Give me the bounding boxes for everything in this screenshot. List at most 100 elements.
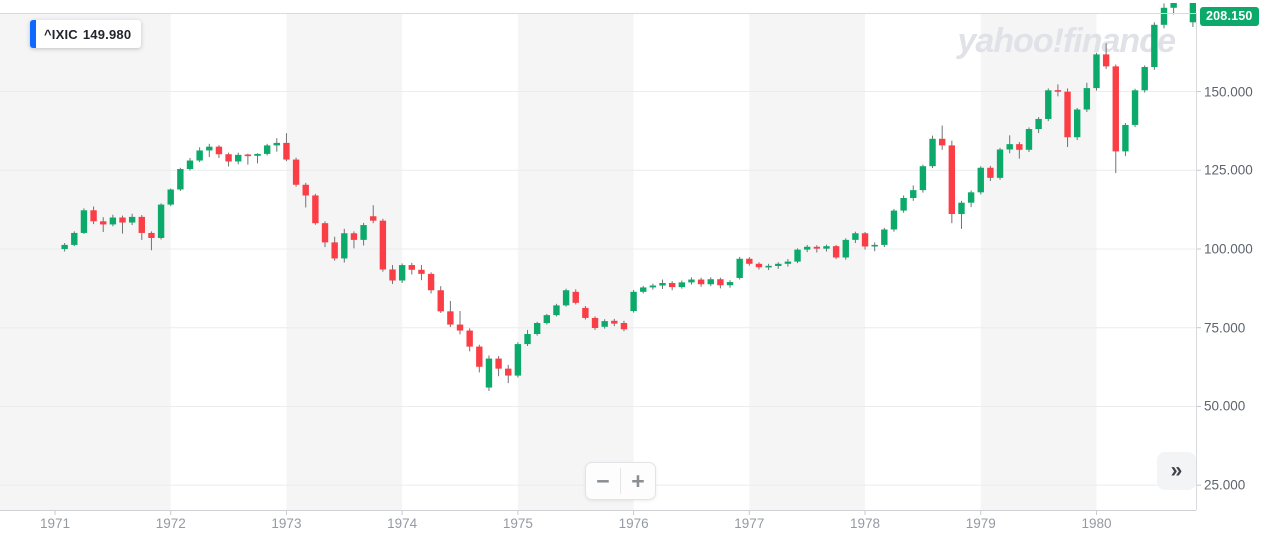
candle[interactable]	[929, 135, 936, 169]
candle[interactable]	[591, 316, 599, 330]
candle[interactable]	[283, 133, 290, 162]
candle[interactable]	[148, 231, 155, 251]
candle[interactable]	[128, 213, 136, 226]
zoom-in-button[interactable]: +	[631, 467, 645, 494]
candle[interactable]	[746, 257, 753, 266]
zoom-out-button[interactable]: −	[596, 467, 610, 494]
candle[interactable]	[177, 167, 184, 192]
candle[interactable]	[659, 279, 666, 289]
candles-layer[interactable]	[61, 0, 1196, 392]
candle[interactable]	[514, 342, 522, 378]
candle[interactable]	[1151, 22, 1158, 70]
candle[interactable]	[948, 140, 956, 224]
candle[interactable]	[235, 152, 242, 165]
candle[interactable]	[996, 147, 1004, 180]
candle[interactable]	[90, 206, 97, 225]
candle[interactable]	[630, 289, 637, 313]
expand-button[interactable]: »	[1157, 452, 1196, 490]
candle[interactable]	[157, 203, 165, 240]
candle[interactable]	[1131, 88, 1139, 128]
candle[interactable]	[61, 243, 68, 252]
candle[interactable]	[842, 238, 849, 260]
candle[interactable]	[707, 277, 714, 287]
candle[interactable]	[321, 221, 329, 248]
candle[interactable]	[1054, 84, 1062, 97]
candle[interactable]	[302, 182, 309, 208]
candle[interactable]	[784, 259, 792, 267]
candle[interactable]	[273, 138, 280, 152]
candle[interactable]	[350, 231, 358, 249]
candle[interactable]	[215, 145, 223, 158]
candle[interactable]	[553, 303, 560, 317]
candle[interactable]	[755, 262, 763, 270]
candle[interactable]	[1093, 52, 1100, 91]
candle[interactable]	[524, 329, 531, 346]
candle[interactable]	[640, 285, 647, 294]
candle[interactable]	[533, 321, 541, 336]
candle[interactable]	[186, 157, 194, 171]
candle[interactable]	[794, 248, 801, 264]
candle[interactable]	[938, 125, 946, 150]
candle[interactable]	[447, 300, 454, 328]
candle[interactable]	[543, 313, 551, 325]
candle[interactable]	[292, 157, 300, 187]
candle[interactable]	[138, 214, 145, 240]
candle[interactable]	[379, 218, 387, 272]
candle[interactable]	[919, 164, 927, 193]
candle[interactable]	[861, 231, 869, 250]
candle[interactable]	[813, 245, 821, 253]
candle[interactable]	[312, 193, 319, 225]
candle[interactable]	[572, 289, 579, 305]
candle[interactable]	[341, 228, 348, 263]
candle[interactable]	[80, 208, 88, 234]
candle[interactable]	[196, 147, 203, 163]
candle[interactable]	[456, 311, 464, 335]
candle[interactable]	[1073, 107, 1081, 141]
candle[interactable]	[100, 217, 107, 232]
candle[interactable]	[717, 277, 724, 289]
candle[interactable]	[167, 188, 174, 207]
candle[interactable]	[852, 231, 859, 244]
candle[interactable]	[1045, 88, 1052, 122]
candle[interactable]	[389, 265, 396, 284]
candle[interactable]	[803, 244, 811, 253]
candle[interactable]	[418, 265, 425, 281]
candle[interactable]	[1170, 0, 1177, 15]
candle[interactable]	[1025, 127, 1033, 153]
candle[interactable]	[1122, 123, 1129, 157]
candle[interactable]	[495, 356, 502, 377]
candle[interactable]	[736, 256, 743, 280]
candle[interactable]	[1102, 43, 1110, 69]
candle[interactable]	[582, 305, 589, 320]
symbol-legend[interactable]: ^IXIC 149.980	[30, 20, 142, 48]
candle[interactable]	[823, 244, 830, 252]
candle[interactable]	[668, 281, 676, 291]
candle[interactable]	[601, 319, 608, 329]
candle[interactable]	[119, 215, 126, 234]
candle[interactable]	[244, 153, 252, 165]
candle[interactable]	[427, 272, 435, 294]
candle[interactable]	[900, 195, 907, 213]
candle[interactable]	[1016, 141, 1023, 159]
candle[interactable]	[360, 222, 367, 246]
candle[interactable]	[254, 153, 261, 164]
candle[interactable]	[890, 209, 898, 232]
candle[interactable]	[1160, 3, 1168, 29]
candle[interactable]	[466, 328, 473, 352]
candle[interactable]	[775, 262, 782, 269]
candle[interactable]	[967, 190, 975, 208]
candle[interactable]	[505, 364, 512, 384]
candle[interactable]	[958, 200, 965, 229]
candle[interactable]	[1035, 117, 1042, 134]
candle[interactable]	[206, 143, 213, 158]
candle[interactable]	[398, 263, 406, 284]
candle[interactable]	[263, 143, 271, 156]
candle[interactable]	[1141, 65, 1148, 93]
candle[interactable]	[678, 280, 686, 289]
candle[interactable]	[977, 166, 984, 195]
candle[interactable]	[611, 318, 618, 327]
candle[interactable]	[688, 277, 695, 285]
candle[interactable]	[1064, 88, 1071, 147]
candle[interactable]	[408, 262, 416, 275]
